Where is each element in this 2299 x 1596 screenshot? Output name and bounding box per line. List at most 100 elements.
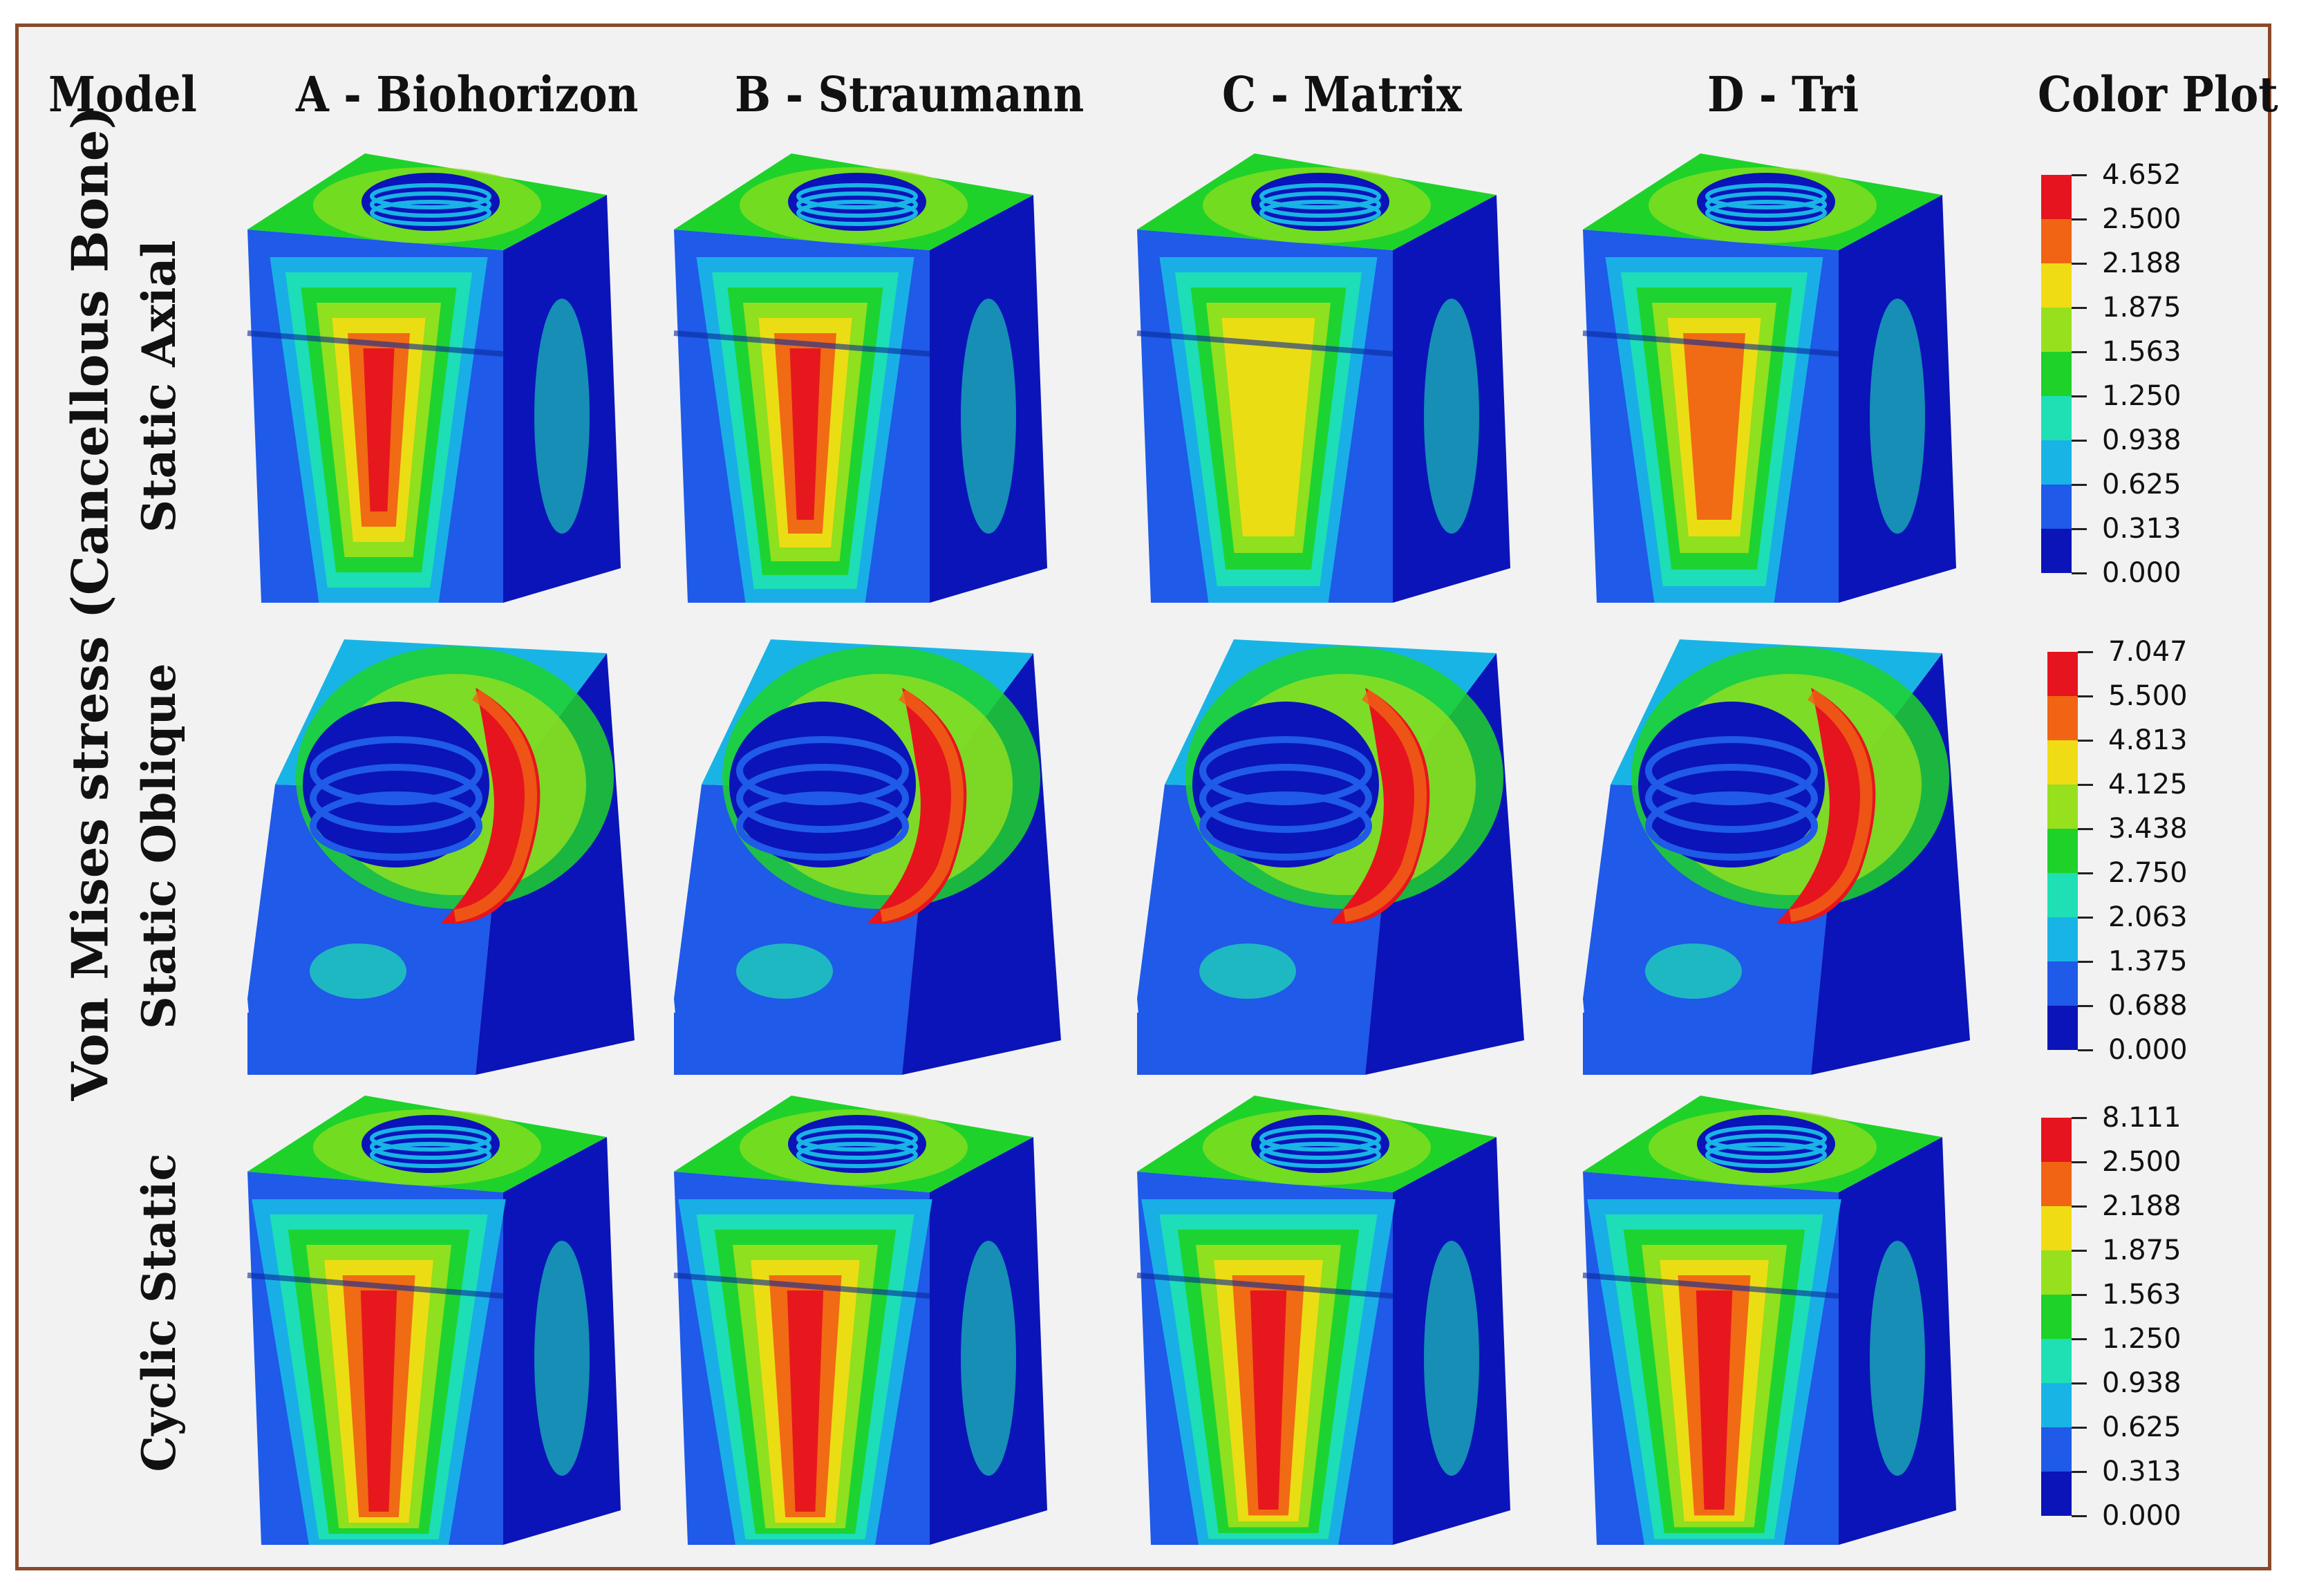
stress-model-r2-c2 bbox=[1136, 1096, 1510, 1545]
legend-value: 0.688 bbox=[2108, 990, 2188, 1022]
legend-value: 0.000 bbox=[2102, 1500, 2181, 1532]
legend-value: 2.500 bbox=[2102, 203, 2181, 235]
legend-tick bbox=[2078, 784, 2093, 786]
legend-tick bbox=[2072, 395, 2087, 397]
legend-swatch bbox=[2041, 1162, 2072, 1206]
legend-value: 1.563 bbox=[2102, 1279, 2181, 1311]
legend-value: 1.875 bbox=[2102, 1234, 2181, 1266]
legend-tick bbox=[2072, 263, 2087, 265]
row-label-static-axial: Static Axial bbox=[132, 240, 186, 533]
legend-swatch bbox=[2047, 961, 2078, 1006]
legend-tick bbox=[2072, 1471, 2087, 1473]
stress-model-r0-c0 bbox=[247, 153, 621, 603]
legend-value: 2.750 bbox=[2108, 857, 2188, 889]
legend-tick bbox=[2078, 872, 2093, 874]
legend-value: 2.500 bbox=[2102, 1146, 2181, 1178]
legend-value: 1.250 bbox=[2102, 1323, 2181, 1355]
legend-swatch bbox=[2041, 263, 2072, 308]
legend-swatch bbox=[2047, 1006, 2078, 1050]
legend-value: 0.313 bbox=[2102, 513, 2181, 545]
legend-swatch bbox=[2041, 396, 2072, 440]
legend-tick bbox=[2072, 1205, 2087, 1208]
legend-value: 1.563 bbox=[2102, 336, 2181, 368]
stress-model-r1-c2 bbox=[1137, 639, 1524, 1075]
legend-swatch bbox=[2041, 1250, 2072, 1295]
stress-model-r0-c1 bbox=[673, 153, 1047, 603]
legend-value: 7.047 bbox=[2108, 636, 2188, 668]
legend-value: 2.188 bbox=[2102, 1190, 2181, 1222]
legend-tick bbox=[2072, 1427, 2087, 1429]
row-label-cyclic-static: Cyclic Static bbox=[132, 1153, 186, 1472]
legend-swatch bbox=[2041, 352, 2072, 396]
legend-value: 0.625 bbox=[2102, 469, 2181, 500]
legend-swatch bbox=[2047, 873, 2078, 917]
legend-tick bbox=[2078, 1049, 2093, 1051]
legend-swatch bbox=[2041, 440, 2072, 485]
legend-tick bbox=[2078, 961, 2093, 963]
legend-swatch bbox=[2041, 1206, 2072, 1250]
legend-swatch bbox=[2041, 1427, 2072, 1472]
header-col-c: C - Matrix bbox=[1222, 66, 1462, 123]
legend-value: 4.652 bbox=[2102, 159, 2181, 191]
legend-swatch bbox=[2041, 1383, 2072, 1427]
legend-swatch bbox=[2041, 175, 2072, 219]
legend-swatch bbox=[2047, 829, 2078, 873]
stress-model-r0-c3 bbox=[1582, 153, 1956, 603]
legend-tick bbox=[2072, 351, 2087, 353]
row-label-static-oblique: Static Oblique bbox=[132, 663, 186, 1029]
legend-tick bbox=[2072, 174, 2087, 176]
legend-color-bar bbox=[2041, 1118, 2072, 1516]
legend-tick bbox=[2078, 917, 2093, 919]
legend-tick bbox=[2072, 484, 2087, 486]
legend-value: 1.875 bbox=[2102, 292, 2181, 323]
legend-tick bbox=[2072, 1294, 2087, 1296]
legend-value: 0.938 bbox=[2102, 424, 2181, 456]
header-col-a: A - Biohorizon bbox=[296, 66, 639, 123]
header-model: Model bbox=[48, 66, 197, 123]
vertical-axis-label: Von Mises stress (Cancellous Bone) bbox=[60, 106, 120, 1101]
stress-model-r1-c3 bbox=[1583, 639, 1970, 1075]
legend-value: 8.111 bbox=[2102, 1102, 2181, 1134]
header-col-b: B - Straumann bbox=[735, 66, 1085, 123]
legend-value: 2.188 bbox=[2102, 247, 2181, 279]
stress-model-r2-c3 bbox=[1582, 1096, 1956, 1545]
legend-swatch bbox=[2041, 1339, 2072, 1383]
stress-model-r2-c1 bbox=[673, 1096, 1047, 1545]
stress-model-r2-c0 bbox=[247, 1096, 621, 1545]
legend-value: 1.250 bbox=[2102, 380, 2181, 412]
legend-swatch bbox=[2047, 740, 2078, 785]
legend-tick bbox=[2072, 572, 2087, 574]
legend-value: 0.313 bbox=[2102, 1456, 2181, 1487]
legend-swatch bbox=[2047, 785, 2078, 829]
legend-tick bbox=[2072, 1117, 2087, 1119]
legend-value: 0.938 bbox=[2102, 1367, 2181, 1399]
legend-swatch bbox=[2041, 1472, 2072, 1516]
legend-value: 4.813 bbox=[2108, 724, 2188, 756]
legend-tick bbox=[2072, 440, 2087, 442]
legend-value: 0.000 bbox=[2108, 1034, 2188, 1066]
legend-color-bar bbox=[2047, 652, 2078, 1050]
legend-value: 1.375 bbox=[2108, 946, 2188, 977]
legend-tick bbox=[2078, 651, 2093, 653]
legend-tick bbox=[2072, 528, 2087, 530]
legend-tick bbox=[2072, 307, 2087, 309]
legend-swatch bbox=[2047, 917, 2078, 961]
stress-model-r1-c0 bbox=[247, 639, 635, 1075]
legend-swatch bbox=[2041, 308, 2072, 352]
legend-tick bbox=[2072, 1250, 2087, 1252]
header-color-plot: Color Plot bbox=[2038, 66, 2278, 123]
legend-color-bar bbox=[2041, 175, 2072, 573]
legend-tick bbox=[2072, 218, 2087, 220]
legend-swatch bbox=[2041, 1295, 2072, 1339]
legend-swatch bbox=[2041, 219, 2072, 263]
legend-value: 5.500 bbox=[2108, 680, 2188, 712]
legend-value: 4.125 bbox=[2108, 769, 2188, 800]
legend-swatch bbox=[2041, 529, 2072, 573]
legend-value: 0.000 bbox=[2102, 557, 2181, 589]
header-col-d: D - Tri bbox=[1707, 66, 1859, 123]
legend-tick bbox=[2078, 695, 2093, 697]
stress-model-r0-c2 bbox=[1136, 153, 1510, 603]
stress-model-r1-c1 bbox=[674, 639, 1061, 1075]
legend-tick bbox=[2072, 1338, 2087, 1340]
legend-tick bbox=[2072, 1382, 2087, 1384]
